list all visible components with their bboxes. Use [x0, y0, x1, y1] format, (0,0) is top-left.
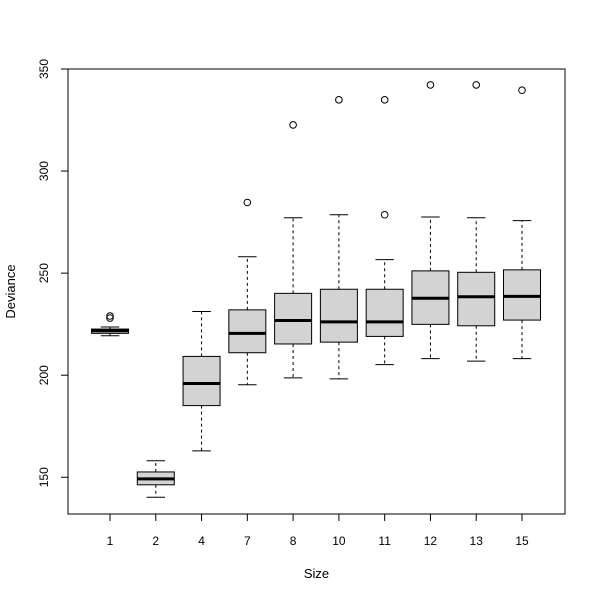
box-group [274, 121, 313, 379]
outlier-point [380, 210, 389, 219]
box-group [136, 460, 175, 498]
outlier-point [518, 86, 526, 95]
box-group [182, 311, 221, 452]
x-axis: 1 2 4 7 8 10 11 12 13 15 [107, 513, 529, 548]
box-group [365, 96, 404, 366]
x-tick-label: 4 [198, 534, 205, 548]
outlier-point [243, 198, 252, 207]
box-series [91, 81, 541, 498]
box-iqr [228, 309, 267, 354]
y-tick-label: 150 [37, 467, 51, 487]
box-group [319, 96, 358, 380]
x-tick-label: 15 [515, 534, 529, 548]
box-iqr [182, 355, 221, 407]
outlier-point [106, 312, 114, 320]
y-tick-label: 200 [37, 365, 51, 385]
outlier-point [106, 314, 114, 322]
box-group [457, 81, 496, 362]
x-tick-label: 8 [290, 534, 297, 548]
outlier-point [472, 81, 481, 89]
box-iqr [457, 271, 496, 327]
outlier-point [335, 96, 343, 104]
x-axis-title: Size [304, 566, 329, 581]
y-tick-label: 300 [37, 161, 51, 181]
box-group [91, 312, 129, 337]
x-tick-label: 2 [152, 534, 159, 548]
x-tick-label: 13 [470, 534, 484, 548]
x-tick-label: 1 [107, 534, 114, 548]
box-group [411, 81, 450, 360]
y-tick-label: 350 [37, 59, 51, 79]
box-group [228, 198, 267, 386]
x-tick-label: 12 [424, 534, 438, 548]
x-tick-label: 7 [244, 534, 251, 548]
x-tick-label: 10 [332, 534, 346, 548]
y-axis-title: Deviance [3, 264, 18, 318]
box-group [503, 86, 541, 360]
box-iqr [319, 288, 358, 343]
outlier-point [426, 81, 435, 89]
outlier-point [380, 96, 389, 104]
y-tick-label: 250 [37, 263, 51, 283]
box-iqr [274, 292, 313, 345]
x-tick-label: 11 [378, 534, 391, 548]
y-axis: 150 200 250 300 350 [37, 59, 69, 487]
outlier-point [289, 121, 297, 129]
box-iqr [365, 288, 404, 337]
